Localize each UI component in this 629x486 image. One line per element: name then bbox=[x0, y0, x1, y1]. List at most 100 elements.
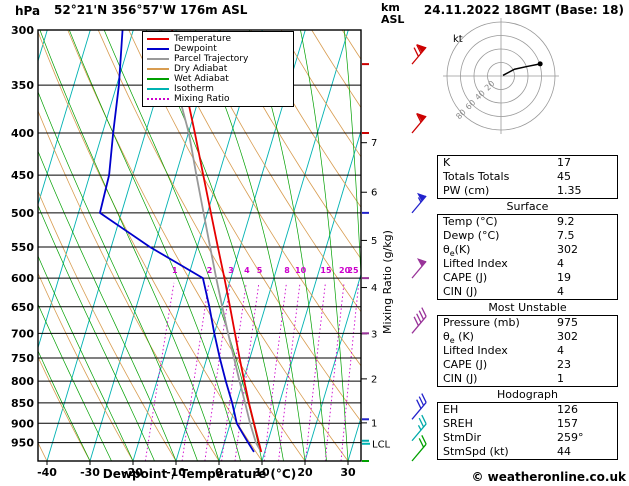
stats-panel: K 17 Totals Totals 45 PW (cm) 1.35 Surface Temp… bbox=[437, 155, 618, 460]
stats-value: 1.35 bbox=[557, 184, 582, 197]
stats-value: 4 bbox=[557, 344, 564, 357]
mixing-ratio-value-label: 2 bbox=[207, 266, 213, 275]
hodograph-ring bbox=[446, 21, 556, 131]
mixing-ratio-value-label: 10 bbox=[295, 266, 307, 275]
legend-item: Parcel Trajectory bbox=[147, 54, 289, 64]
storm-motion-dot bbox=[537, 61, 543, 67]
km-tick-label: 7 bbox=[371, 138, 377, 149]
dewpoint-line bbox=[99, 30, 255, 453]
legend-item: Wet Adiabat bbox=[147, 74, 289, 84]
stats-value: 23 bbox=[557, 358, 571, 371]
legend-item-label: Dewpoint bbox=[174, 44, 217, 54]
stats-label: Lifted Index bbox=[443, 344, 508, 357]
km-tick-label: 6 bbox=[371, 188, 377, 199]
legend-line-swatch bbox=[147, 88, 169, 90]
stats-value: 126 bbox=[557, 403, 578, 416]
copyright: © weatheronline.co.uk bbox=[471, 470, 626, 484]
stats-row: EH 126 bbox=[438, 403, 617, 417]
hodograph-unit-label: kt bbox=[453, 34, 463, 45]
stats-row: CIN (J) 1 bbox=[438, 372, 617, 386]
legend-line-swatch bbox=[147, 78, 169, 80]
stats-row: Lifted Index 4 bbox=[438, 257, 617, 271]
stats-label: θe (K) bbox=[443, 330, 474, 346]
km-tick-label: 2 bbox=[371, 374, 377, 385]
wind-barbs bbox=[362, 44, 427, 462]
stats-row: θe(K) 302 bbox=[438, 243, 617, 258]
stats-section-box: Temp (°C) 9.2 Dewp (°C) 7.5 θe(K) 302 Lifted I… bbox=[437, 214, 618, 300]
mixing-ratio-value-label: 8 bbox=[284, 266, 290, 275]
stats-row: CAPE (J) 19 bbox=[438, 271, 617, 285]
stats-row: CIN (J) 4 bbox=[438, 285, 617, 299]
pressure-tick-label: 950 bbox=[11, 437, 34, 450]
pressure-tick-label: 550 bbox=[11, 241, 34, 254]
stats-value: 157 bbox=[557, 417, 578, 430]
mixing-ratio-value-label: 3 bbox=[228, 266, 234, 275]
stats-row: Temp (°C) 9.2 bbox=[438, 215, 617, 229]
stats-row: PW (cm) 1.35 bbox=[438, 184, 617, 198]
plot-border bbox=[37, 29, 362, 462]
stats-label: Lifted Index bbox=[443, 257, 508, 270]
wind-barb bbox=[411, 258, 427, 279]
stats-section-box: Pressure (mb) 975 θe (K) 302 Lifted Index 4 CA… bbox=[437, 315, 618, 387]
legend-line-swatch bbox=[147, 48, 169, 50]
stats-value: 19 bbox=[557, 271, 571, 284]
pressure-tick-label: 450 bbox=[11, 169, 34, 182]
stats-value: 302 bbox=[557, 330, 578, 343]
stats-row: StmSpd (kt) 44 bbox=[438, 445, 617, 459]
hodograph-ring bbox=[487, 62, 515, 90]
pressure-tick-label: 650 bbox=[11, 301, 34, 314]
stats-label: CAPE (J) bbox=[443, 271, 488, 284]
stats-row: θe (K) 302 bbox=[438, 330, 617, 346]
station-title: 52°21'N 356°57'W 176m ASL bbox=[54, 3, 248, 17]
km-tick-label: 1 bbox=[371, 418, 377, 429]
km-unit-label: km bbox=[381, 1, 400, 14]
legend-item-label: Parcel Trajectory bbox=[174, 54, 249, 64]
altitude-axis-unit: km ASL bbox=[381, 2, 404, 26]
temperature-tick-label: -20 bbox=[123, 466, 143, 479]
km-tick-label: 3 bbox=[371, 329, 377, 340]
parcel-trajectory-line bbox=[160, 30, 263, 453]
pressure-tick-label: 900 bbox=[11, 417, 34, 430]
stats-value: 7.5 bbox=[557, 229, 575, 242]
pressure-tick-label: 500 bbox=[11, 207, 34, 220]
x-axis-label: Dewpoint / Temperature (°C) bbox=[102, 467, 297, 481]
hodograph-trace bbox=[502, 63, 541, 76]
wind-barb bbox=[411, 307, 427, 334]
legend-item: Dry Adiabat bbox=[147, 64, 289, 74]
wind-barb bbox=[411, 393, 427, 420]
pressure-tick-label: 750 bbox=[11, 352, 34, 365]
temperature-tick-label: -30 bbox=[80, 466, 100, 479]
stats-section-heading: Surface bbox=[506, 200, 549, 213]
legend-item-label: Dry Adiabat bbox=[174, 64, 228, 74]
stats-section-heading: Most Unstable bbox=[488, 301, 567, 314]
stats-section-box: EH 126 SREH 157 StmDir 259° StmSpd (kt) 44 bbox=[437, 402, 618, 460]
isotherm-lines bbox=[38, 30, 361, 461]
mixing-ratio-value-label: 25 bbox=[347, 266, 359, 275]
km-tick-label: 5 bbox=[371, 236, 377, 247]
mixing-ratio-value-label: 20 bbox=[339, 266, 351, 275]
stats-label: Dewp (°C) bbox=[443, 229, 500, 242]
stats-value: 4 bbox=[557, 257, 564, 270]
stats-label: EH bbox=[443, 403, 459, 416]
legend-line-swatch bbox=[147, 58, 169, 60]
legend-item: Isotherm bbox=[147, 84, 289, 94]
stats-value: 975 bbox=[557, 316, 578, 329]
altitude-axis: 7 6 5 4 3 2 1 LCL bbox=[361, 138, 391, 450]
stats-label: Temp (°C) bbox=[443, 215, 498, 228]
wind-barb bbox=[411, 192, 427, 214]
legend: Temperature Dewpoint Parcel Trajectory Dry … bbox=[142, 31, 294, 107]
mixing-ratio-value-label: 15 bbox=[320, 266, 332, 275]
hodograph-ring-label: 40 bbox=[473, 89, 487, 103]
pressure-axis-unit: hPa bbox=[15, 4, 41, 18]
hodograph-ring bbox=[460, 35, 542, 117]
wind-barb bbox=[411, 44, 427, 65]
legend-item-label: Wet Adiabat bbox=[174, 74, 229, 84]
stats-value: 1 bbox=[557, 372, 564, 385]
temperature-tick-label: 10 bbox=[254, 466, 270, 479]
pressure-tick-label: 400 bbox=[11, 127, 34, 140]
stats-label: PW (cm) bbox=[443, 184, 490, 197]
